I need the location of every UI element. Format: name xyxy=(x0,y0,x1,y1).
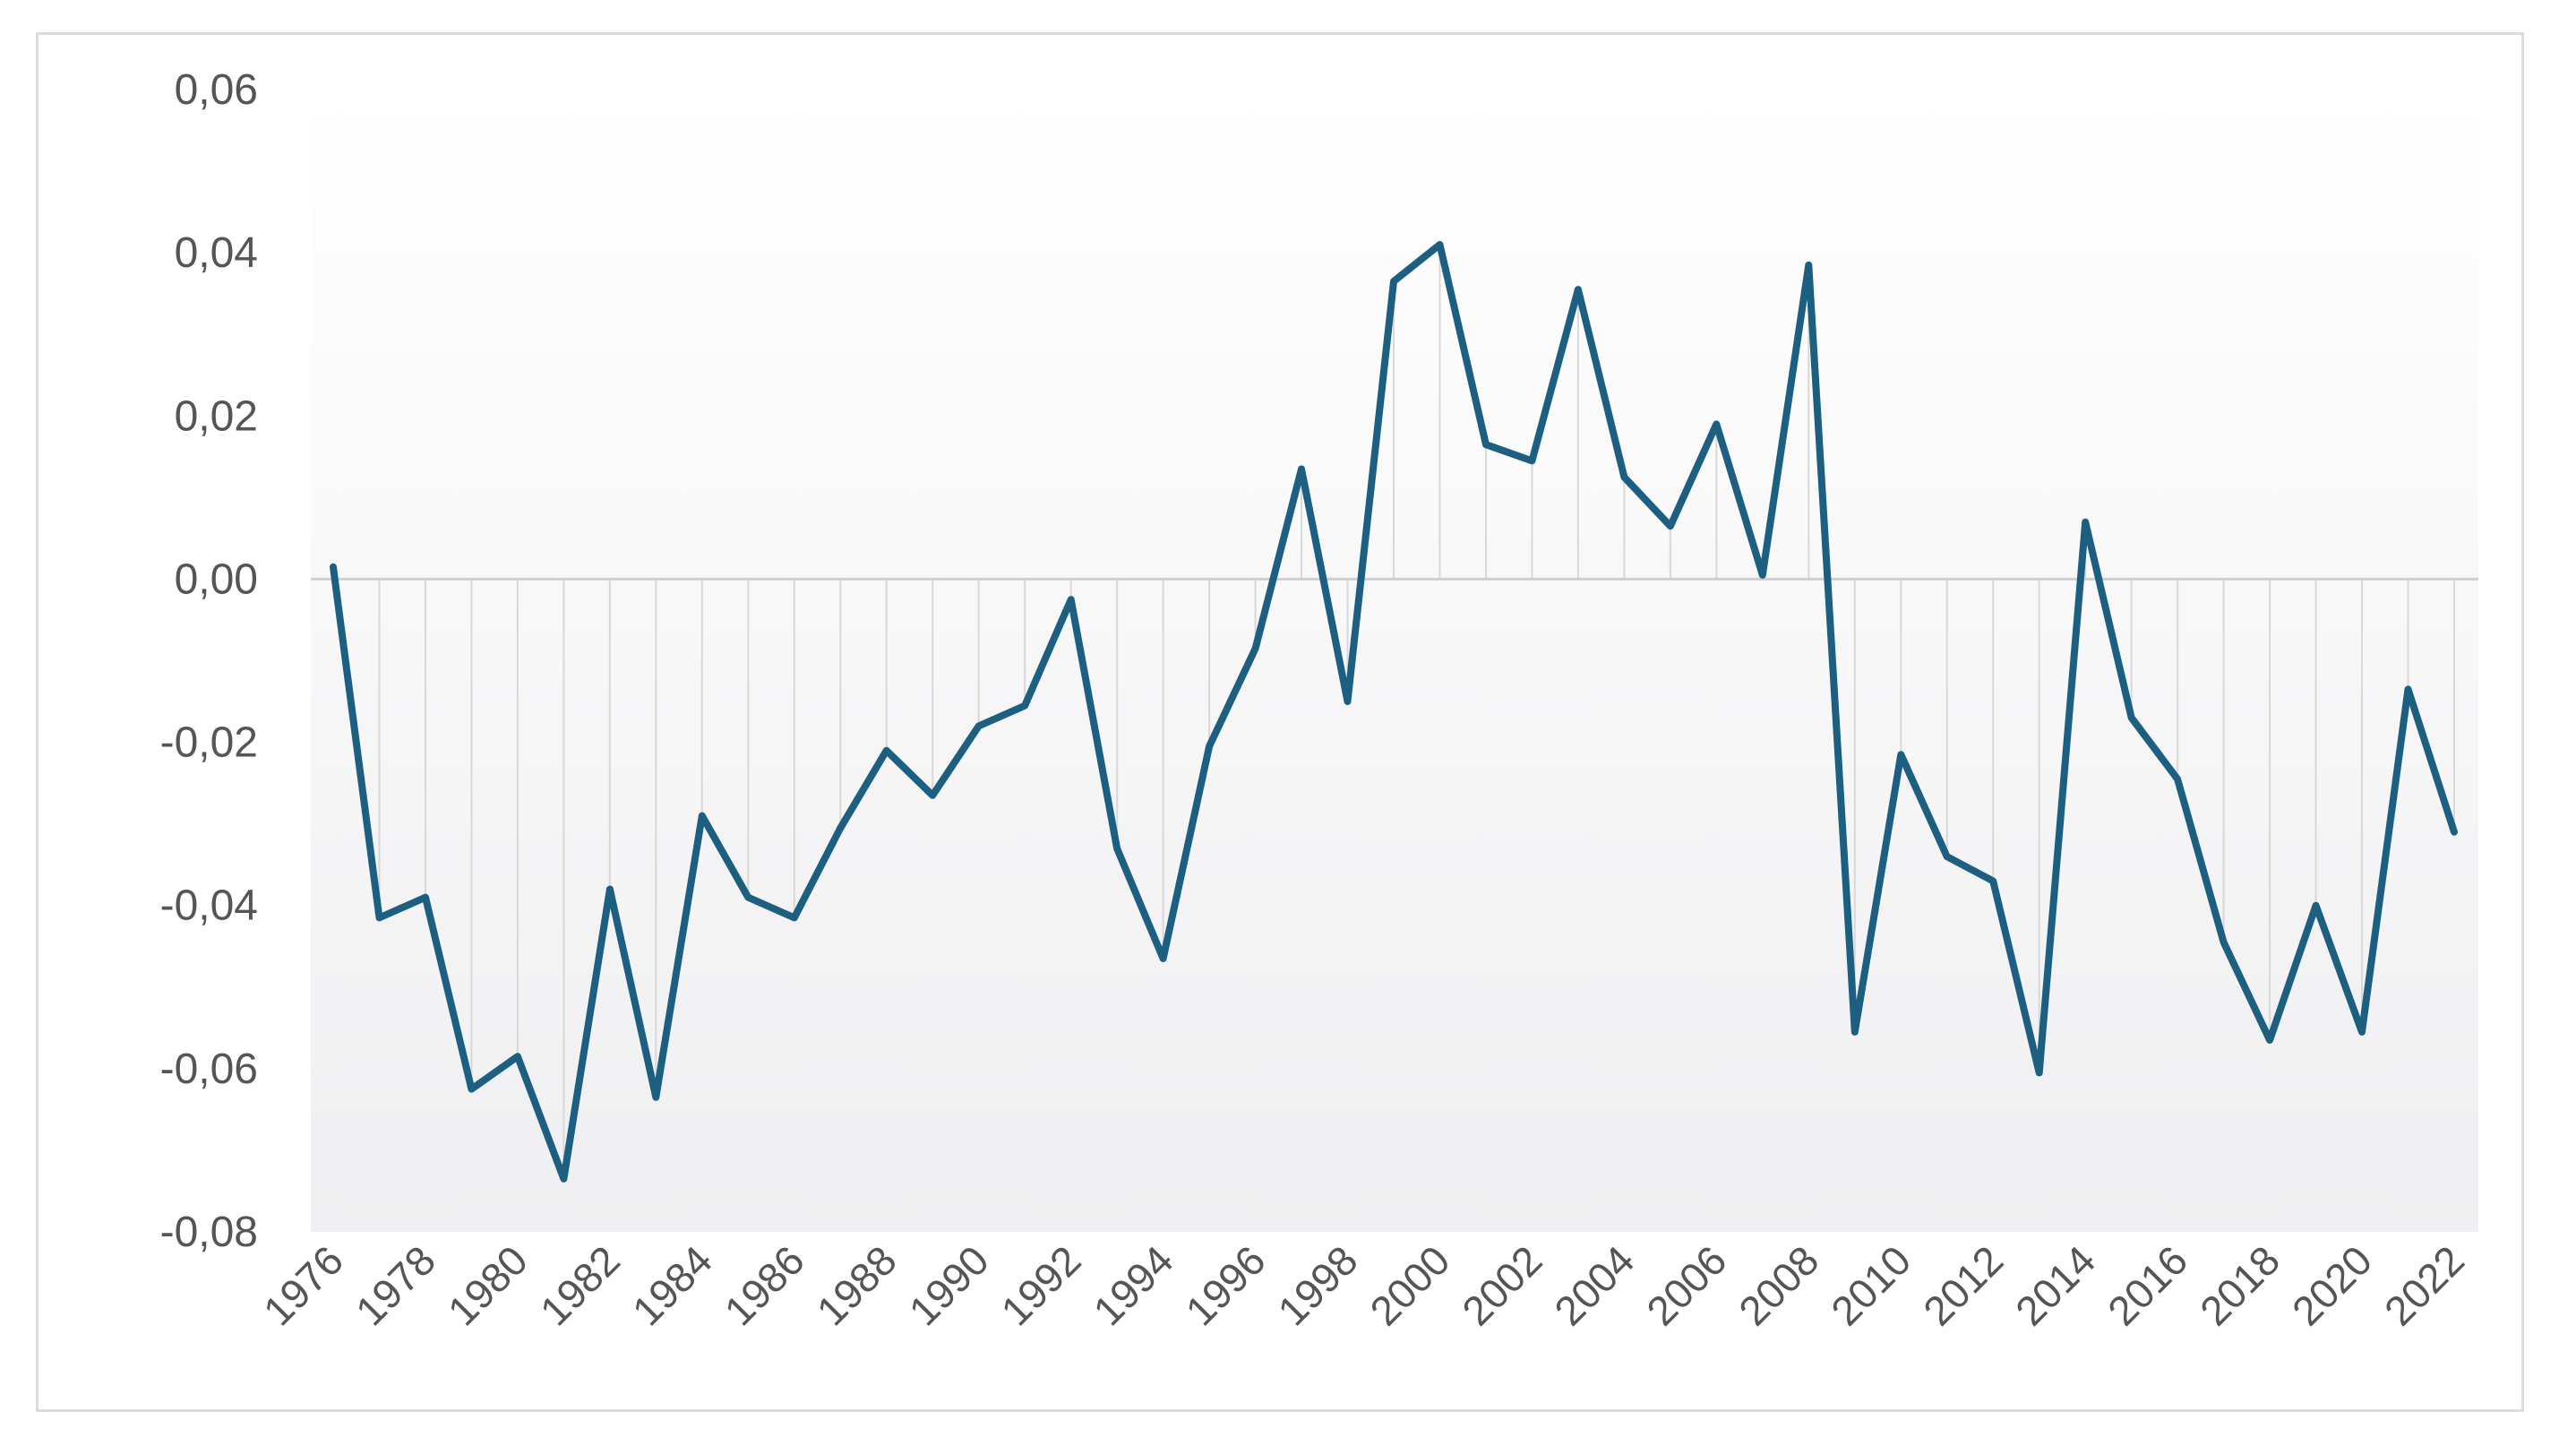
x-tick-label: 1994 xyxy=(1085,1236,1182,1334)
x-tick-label: 2018 xyxy=(2191,1236,2288,1334)
y-tick-label: -0,06 xyxy=(160,1046,258,1093)
x-tick-label: 1982 xyxy=(531,1236,629,1334)
x-tick-label: 2010 xyxy=(1822,1236,1919,1334)
drop-lines xyxy=(332,245,2455,1179)
x-tick-label: 2006 xyxy=(1637,1236,1735,1334)
y-axis-ticks: 0,06 0,04 0,02 0,00 -0,02 -0,04 -0,06 -0,08 xyxy=(160,66,258,1256)
x-tick-label: 1990 xyxy=(900,1236,998,1334)
x-tick-label: 2002 xyxy=(1453,1236,1550,1334)
x-tick-label: 1988 xyxy=(808,1236,906,1334)
y-tick-label: 0,00 xyxy=(175,555,258,603)
x-tick-label: 1992 xyxy=(992,1236,1090,1334)
x-tick-label: 2014 xyxy=(2006,1236,2104,1334)
x-tick-label: 2000 xyxy=(1361,1236,1458,1334)
x-tick-label: 1986 xyxy=(716,1236,813,1334)
x-tick-label: 1998 xyxy=(1268,1236,1366,1334)
x-tick-label: 2022 xyxy=(2375,1236,2473,1334)
x-axis-ticks: 1976197819801982198419861988199019921994… xyxy=(254,1236,2473,1334)
x-tick-label: 1984 xyxy=(623,1236,721,1334)
x-tick-label: 1978 xyxy=(347,1236,444,1334)
x-tick-label: 2008 xyxy=(1730,1236,1827,1334)
x-tick-label: 1980 xyxy=(439,1236,537,1334)
x-tick-label: 2020 xyxy=(2283,1236,2381,1334)
y-tick-label: 0,02 xyxy=(175,392,258,440)
y-tick-label: -0,04 xyxy=(160,882,258,930)
x-tick-label: 2012 xyxy=(1914,1236,2012,1334)
x-tick-label: 2016 xyxy=(2099,1236,2196,1334)
x-tick-label: 2004 xyxy=(1545,1236,1643,1334)
series-line xyxy=(330,241,2458,1183)
y-tick-label: 0,04 xyxy=(175,229,258,277)
x-tick-label: 1976 xyxy=(254,1236,352,1334)
y-tick-label: 0,06 xyxy=(175,66,258,114)
y-tick-label: -0,08 xyxy=(160,1209,258,1256)
x-tick-label: 1996 xyxy=(1176,1236,1274,1334)
y-tick-label: -0,02 xyxy=(160,719,258,767)
plot-area xyxy=(311,90,2478,1232)
